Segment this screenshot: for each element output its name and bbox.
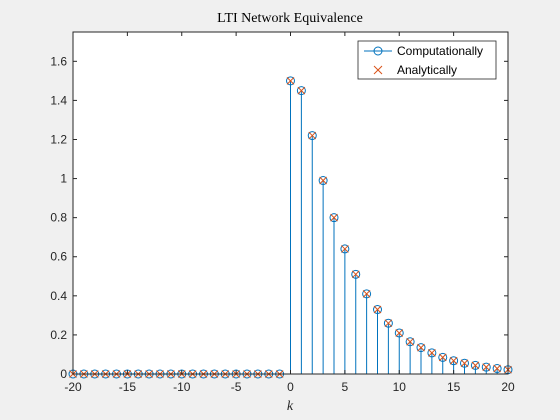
y-tick-label: 1.6 bbox=[50, 54, 67, 68]
x-tick-label: -20 bbox=[64, 380, 82, 394]
y-tick-label: 1.2 bbox=[50, 132, 67, 146]
computational-marker bbox=[438, 352, 448, 362]
legend-marker-computationally bbox=[373, 46, 383, 56]
x-tick-label: -5 bbox=[231, 380, 242, 394]
analytical-marker bbox=[373, 305, 382, 314]
analytical-marker bbox=[493, 364, 501, 373]
computational-marker bbox=[470, 360, 480, 370]
y-axis-ticks: 0 0.2 0.4 0.6 0.8 1 1.2 1.4 1.6 bbox=[50, 54, 508, 381]
analytical-marker bbox=[286, 77, 295, 85]
analytical-marker bbox=[384, 319, 393, 328]
computational-marker bbox=[383, 318, 393, 328]
computational-marker bbox=[416, 343, 426, 353]
analytical-marker bbox=[395, 329, 404, 337]
chart-title: LTI Network Equivalence bbox=[217, 11, 363, 26]
analytical-marker bbox=[417, 343, 425, 352]
y-tick-label: 1 bbox=[60, 172, 67, 186]
x-tick-label: 0 bbox=[287, 380, 294, 394]
computational-marker bbox=[481, 362, 491, 372]
x-axis-ticks: -20 -15 -10 -5 0 5 10 15 20 bbox=[64, 32, 515, 394]
computational-marker bbox=[394, 328, 404, 338]
analytical-marker bbox=[308, 131, 317, 140]
y-tick-label: 0 bbox=[60, 367, 67, 381]
analytical-marker bbox=[449, 356, 458, 365]
analytical-marker bbox=[428, 349, 436, 357]
computational-marker bbox=[318, 176, 328, 186]
computational-marker bbox=[373, 305, 382, 315]
analytical-marker bbox=[406, 337, 414, 346]
analytical-marker bbox=[330, 213, 338, 222]
computational-marker bbox=[492, 364, 502, 374]
y-tick-label: 0.4 bbox=[50, 289, 67, 303]
x-tick-label: 15 bbox=[447, 380, 461, 394]
legend-label-analytically: Analytically bbox=[397, 63, 457, 77]
computational-marker bbox=[296, 86, 306, 96]
stems-group bbox=[290, 80, 509, 374]
y-tick-label: 0.6 bbox=[50, 250, 67, 264]
analytical-marker bbox=[471, 361, 480, 370]
analytical-marker bbox=[319, 176, 327, 185]
computational-marker bbox=[427, 348, 437, 358]
x-axis-label: k bbox=[287, 399, 294, 414]
analytical-marker bbox=[482, 363, 491, 372]
analytical-marker bbox=[438, 353, 447, 362]
computational-marker bbox=[351, 269, 361, 279]
analytical-marker bbox=[297, 86, 306, 95]
x-tick-label: 5 bbox=[342, 380, 349, 394]
y-tick-label: 0.2 bbox=[50, 328, 67, 342]
computational-marker bbox=[362, 289, 372, 299]
x-tick-label: 10 bbox=[393, 380, 407, 394]
x-tick-label: -10 bbox=[173, 380, 191, 394]
analytical-marker bbox=[341, 245, 349, 253]
analytical-marker bbox=[460, 359, 469, 368]
computational-marker bbox=[340, 244, 350, 254]
y-tick-label: 0.8 bbox=[50, 211, 67, 225]
analytical-marker bbox=[362, 290, 371, 298]
analytical-marker bbox=[351, 270, 360, 279]
y-tick-label: 1.4 bbox=[50, 93, 67, 107]
legend-marker-analytically bbox=[373, 65, 383, 75]
computational-marker bbox=[449, 356, 459, 366]
legend: Computationally Analytically bbox=[357, 40, 497, 80]
x-tick-label: -15 bbox=[119, 380, 137, 394]
computational-marker bbox=[460, 358, 469, 368]
computational-marker bbox=[307, 131, 317, 141]
computational-marker bbox=[286, 76, 295, 86]
computational-marker bbox=[329, 213, 339, 223]
x-tick-label: 20 bbox=[501, 380, 515, 394]
computational-marker bbox=[405, 337, 415, 347]
legend-label-computationally: Computationally bbox=[397, 44, 483, 58]
